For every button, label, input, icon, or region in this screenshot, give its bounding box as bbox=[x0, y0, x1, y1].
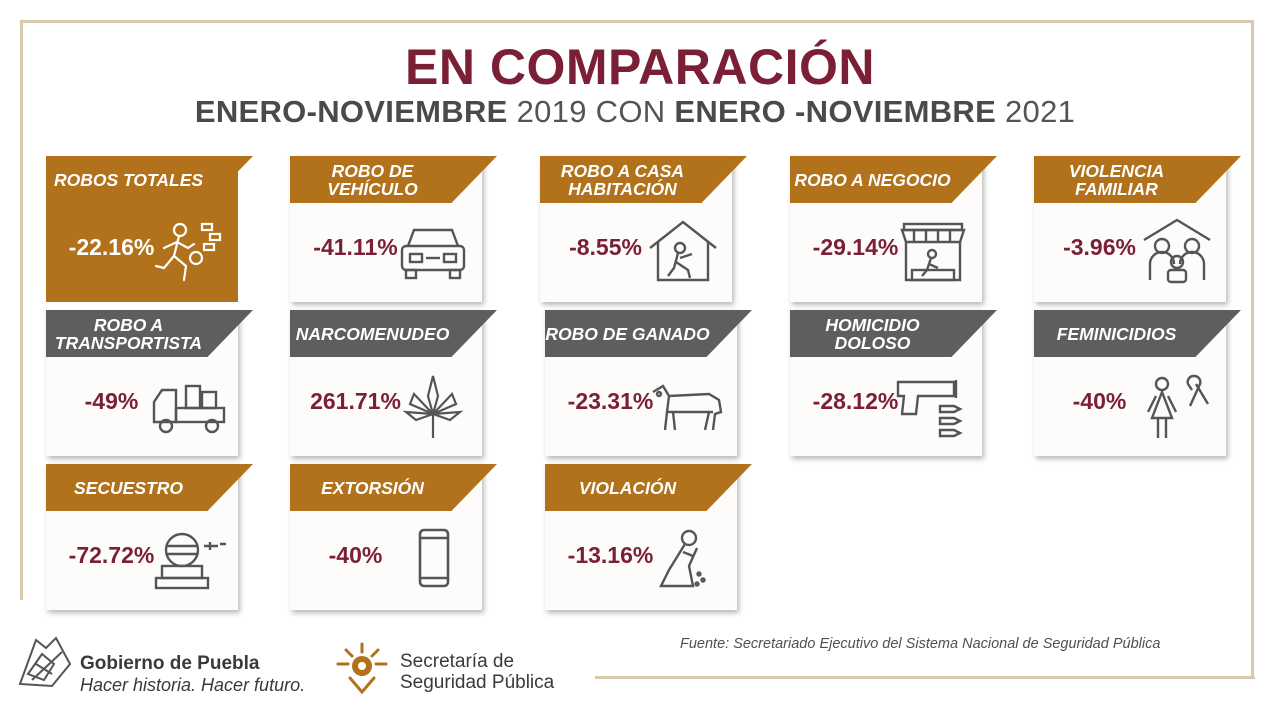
page-subtitle: ENERO-NOVIEMBRE 2019 CON ENERO -NOVIEMBR… bbox=[0, 94, 1270, 130]
source-note: Fuente: Secretariado Ejecutivo del Siste… bbox=[680, 636, 1161, 652]
card-label: HOMICIDIO DOLOSO bbox=[825, 314, 920, 353]
card-value: -3.96% bbox=[1063, 234, 1136, 260]
card-value: -13.16% bbox=[567, 542, 654, 568]
card-value: -22.16% bbox=[68, 234, 155, 260]
card-robo-negocio: ROBO A NEGOCIO -29.14% bbox=[790, 156, 997, 302]
card-robos-totales: ROBOS TOTALES -22.16% bbox=[46, 156, 253, 302]
border-frame-left bbox=[20, 20, 23, 600]
card-label: ROBO A NEGOCIO bbox=[794, 169, 951, 190]
card-value: -41.11% bbox=[313, 234, 398, 260]
ssp-emblem-icon bbox=[336, 642, 388, 694]
card-label: ROBOS TOTALES bbox=[53, 169, 204, 190]
card-banner: HOMICIDIO DOLOSO bbox=[790, 310, 997, 357]
card-robo-casa-habitacion: ROBO A CASA HABITACIÓN -8.55% bbox=[540, 156, 747, 302]
card-robo-ganado: ROBO DE GANADO -23.31% bbox=[545, 310, 752, 456]
border-frame bbox=[20, 20, 1254, 678]
gobierno-slogan: Hacer historia. Hacer futuro. bbox=[80, 675, 306, 695]
card-label: FEMINICIDIOS bbox=[1056, 323, 1177, 344]
card-banner: ROBO DE GANADO bbox=[545, 310, 752, 357]
subtitle-period-2019: ENERO-NOVIEMBRE bbox=[194, 94, 508, 129]
card-value: -29.14% bbox=[812, 234, 899, 260]
card-banner: ROBO A TRANSPORTISTA bbox=[46, 310, 253, 357]
car-icon bbox=[400, 228, 466, 280]
card-label: ROBO A TRANSPORTISTA bbox=[54, 314, 203, 353]
ssp-name-line1: Secretaría de bbox=[400, 651, 515, 672]
card-label: VIOLENCIA FAMILIAR bbox=[1068, 160, 1165, 199]
card-robo-transportista: ROBO A TRANSPORTISTA -49% bbox=[46, 310, 253, 456]
card-label: ROBO DE GANADO bbox=[545, 323, 710, 344]
gobierno-name: Gobierno de Puebla bbox=[80, 653, 260, 674]
card-banner: SECUESTRO bbox=[46, 464, 253, 511]
card-label: ROBO A CASA HABITACIÓN bbox=[560, 160, 685, 199]
card-value: -49% bbox=[84, 388, 139, 414]
card-robo-vehiculo: ROBO DE VEHÍCULO -41.11% bbox=[290, 156, 497, 302]
card-value: 261.71% bbox=[310, 388, 401, 414]
card-banner: VIOLENCIA FAMILIAR bbox=[1034, 156, 1241, 203]
card-banner: NARCOMENUDEO bbox=[290, 310, 497, 357]
gobierno-puebla-logo bbox=[18, 636, 72, 688]
card-label: EXTORSIÓN bbox=[321, 477, 424, 498]
card-value: -72.72% bbox=[68, 542, 155, 568]
card-homicidio-doloso: HOMICIDIO DOLOSO -28.12% bbox=[790, 310, 997, 456]
cannabis-leaf-icon bbox=[402, 375, 464, 438]
house-burglar-icon bbox=[649, 220, 717, 282]
card-label: ROBO DE VEHÍCULO bbox=[327, 160, 418, 199]
subtitle-year: 2021 bbox=[996, 94, 1076, 129]
card-value: -8.55% bbox=[569, 234, 642, 260]
page-title: EN COMPARACIÓN bbox=[405, 39, 875, 95]
card-value: -40% bbox=[1072, 388, 1127, 414]
woman-ribbon-icon bbox=[1146, 374, 1210, 438]
card-label: SECUESTRO bbox=[74, 477, 183, 498]
ssp-name-line2: Seguridad Pública bbox=[400, 672, 555, 693]
card-label: NARCOMENUDEO bbox=[295, 323, 450, 344]
card-violencia-familiar: VIOLENCIA FAMILIAR -3.96% bbox=[1034, 156, 1241, 302]
crying-woman-icon bbox=[659, 529, 706, 588]
hostage-icon bbox=[154, 532, 226, 590]
card-banner: ROBO DE VEHÍCULO bbox=[290, 156, 497, 203]
cow-icon bbox=[652, 384, 723, 431]
family-icon bbox=[1143, 218, 1211, 284]
card-feminicidios: FEMINICIDIOS -40% bbox=[1034, 310, 1241, 456]
card-value: -40% bbox=[328, 542, 383, 568]
card-banner: ROBO A NEGOCIO bbox=[790, 156, 997, 203]
subtitle-period-2021: ENERO -NOVIEMBRE bbox=[674, 94, 997, 129]
card-banner: EXTORSIÓN bbox=[290, 464, 497, 511]
card-value: -23.31% bbox=[567, 388, 654, 414]
card-banner: ROBOS TOTALES bbox=[46, 156, 253, 203]
card-banner: VIOLACIÓN bbox=[545, 464, 752, 511]
card-value: -28.12% bbox=[812, 388, 899, 414]
card-banner: ROBO A CASA HABITACIÓN bbox=[540, 156, 747, 203]
phone-icon bbox=[418, 528, 450, 588]
card-label: VIOLACIÓN bbox=[578, 477, 677, 498]
subtitle-text: 2019 CON bbox=[507, 94, 675, 129]
store-icon bbox=[900, 222, 966, 282]
card-secuestro: SECUESTRO -72.72% bbox=[46, 464, 253, 610]
truck-icon bbox=[152, 384, 226, 434]
card-extorsion: EXTORSIÓN -40% bbox=[290, 464, 497, 610]
gun-icon bbox=[896, 380, 963, 438]
card-banner: FEMINICIDIOS bbox=[1034, 310, 1241, 357]
card-violacion: VIOLACIÓN -13.16% bbox=[545, 464, 752, 610]
card-narcomenudeo: NARCOMENUDEO 261.71% bbox=[290, 310, 497, 456]
running-thief-icon bbox=[154, 222, 222, 282]
border-frame-bottom bbox=[595, 676, 1255, 679]
